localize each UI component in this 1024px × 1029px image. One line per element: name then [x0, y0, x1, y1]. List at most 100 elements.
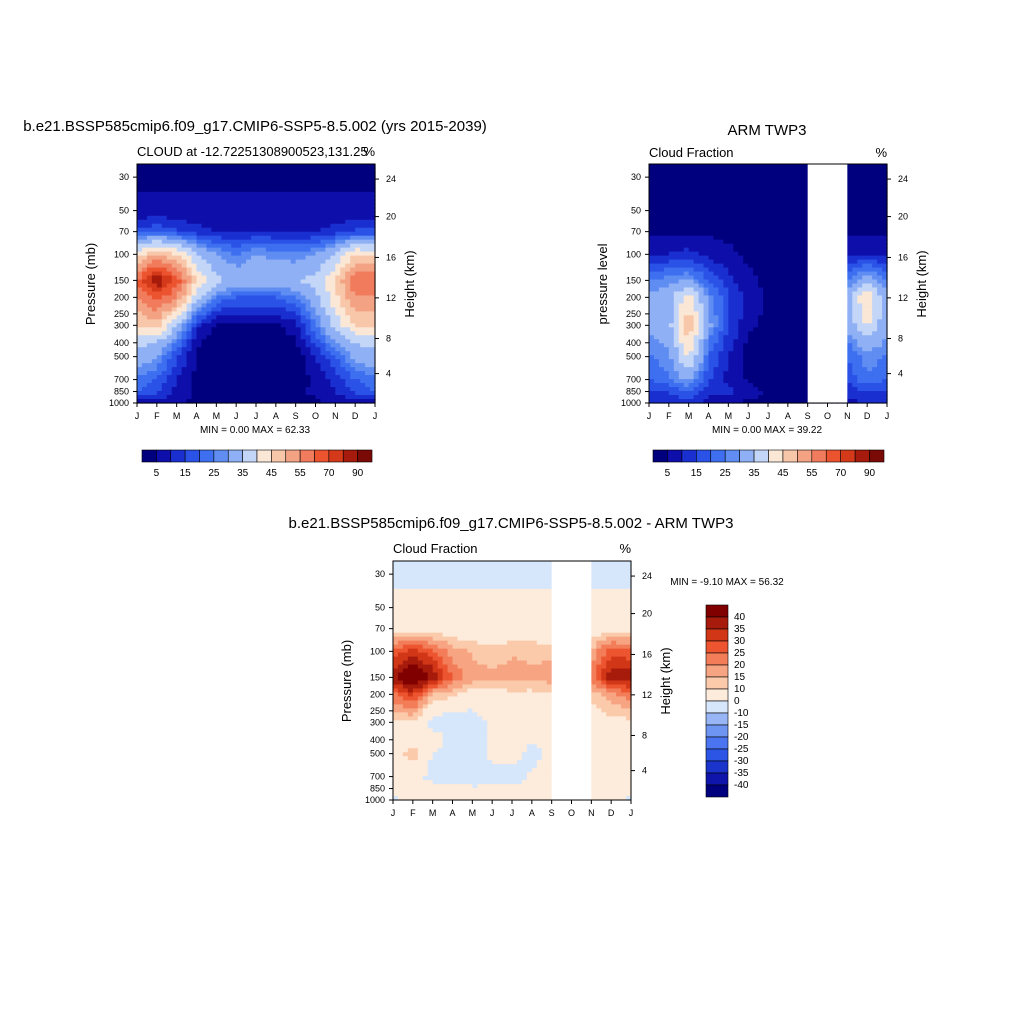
contour-cell	[704, 184, 710, 189]
contour-cell	[684, 327, 690, 332]
contour-cell	[137, 335, 143, 340]
contour-cell	[350, 284, 356, 289]
contour-cell	[793, 276, 799, 281]
contour-cell	[216, 228, 222, 233]
contour-cell	[778, 291, 784, 296]
contour-cell	[216, 383, 222, 388]
contour-cell	[674, 172, 680, 177]
contour-cell	[177, 272, 183, 277]
contour-cell	[733, 216, 739, 221]
contour-cell	[177, 220, 183, 225]
contour-cell	[192, 236, 198, 241]
contour-cell	[286, 192, 292, 197]
contour-cell	[793, 299, 799, 304]
contour-cell	[206, 299, 212, 304]
contour-cell	[355, 387, 361, 392]
contour-cell	[723, 244, 729, 249]
contour-cell	[664, 164, 670, 169]
contour-cell	[162, 256, 168, 261]
contour-cell	[147, 252, 153, 257]
contour-cell	[788, 323, 794, 328]
contour-cell	[221, 256, 227, 261]
contour-cell	[689, 204, 695, 209]
contour-cell	[261, 371, 267, 376]
contour-cell	[316, 307, 322, 312]
contour-cell	[325, 212, 331, 217]
contour-cell	[271, 196, 277, 201]
contour-cell	[211, 268, 217, 273]
contour-cell	[659, 307, 665, 312]
contour-cell	[276, 347, 282, 352]
contour-cell	[241, 204, 247, 209]
contour-cell	[226, 276, 232, 281]
contour-cell	[182, 208, 188, 213]
contour-cell	[783, 276, 789, 281]
contour-cell	[694, 323, 700, 328]
contour-cell	[306, 208, 312, 213]
contour-cell	[211, 291, 217, 296]
contour-cell	[723, 192, 729, 197]
contour-cell	[301, 240, 307, 245]
contour-cell	[340, 295, 346, 300]
contour-cell	[872, 204, 878, 209]
contour-cell	[689, 236, 695, 241]
contour-cell	[738, 291, 744, 296]
contour-cell	[316, 232, 322, 237]
contour-cell	[659, 220, 665, 225]
contour-cell	[852, 280, 858, 285]
contour-cell	[877, 272, 883, 277]
contour-cell	[192, 391, 198, 396]
contour-cell	[738, 204, 744, 209]
contour-cell	[256, 176, 262, 181]
contour-cell	[763, 272, 769, 277]
contour-cell	[152, 307, 158, 312]
contour-cell	[798, 216, 804, 221]
contour-cell	[733, 188, 739, 193]
contour-cell	[335, 224, 341, 229]
contour-cell	[197, 375, 203, 380]
contour-cell	[142, 335, 148, 340]
contour-cell	[221, 200, 227, 205]
contour-cell	[221, 323, 227, 328]
contour-cell	[355, 220, 361, 225]
contour-cell	[743, 299, 749, 304]
contour-cell	[694, 272, 700, 277]
contour-cell	[152, 295, 158, 300]
contour-cell	[286, 347, 292, 352]
contour-cell	[340, 224, 346, 229]
contour-cell	[241, 184, 247, 189]
contour-cell	[679, 164, 685, 169]
contour-cell	[251, 232, 257, 237]
contour-cell	[718, 204, 724, 209]
contour-cell	[167, 280, 173, 285]
contour-cell	[360, 256, 366, 261]
contour-cell	[192, 331, 198, 336]
contour-cell	[137, 327, 143, 332]
contour-cell	[320, 180, 326, 185]
contour-cell	[211, 284, 217, 289]
contour-cell	[867, 268, 873, 273]
contour-cell	[689, 327, 695, 332]
contour-cell	[301, 224, 307, 229]
contour-cell	[857, 291, 863, 296]
contour-cell	[694, 284, 700, 289]
contour-cell	[330, 208, 336, 213]
contour-cell	[211, 395, 217, 400]
contour-cell	[325, 168, 331, 173]
contour-cell	[798, 224, 804, 229]
contour-cell	[713, 319, 719, 324]
contour-cell	[266, 315, 272, 320]
contour-cell	[206, 331, 212, 336]
contour-cell	[684, 200, 690, 205]
contour-cell	[152, 323, 158, 328]
contour-cell	[738, 200, 744, 205]
contour-cell	[211, 228, 217, 233]
contour-cell	[365, 291, 371, 296]
contour-cell	[167, 248, 173, 253]
contour-cell	[167, 200, 173, 205]
contour-cell	[788, 188, 794, 193]
contour-cell	[330, 240, 336, 245]
contour-cell	[301, 196, 307, 201]
contour-cell	[271, 307, 277, 312]
contour-cell	[152, 363, 158, 368]
